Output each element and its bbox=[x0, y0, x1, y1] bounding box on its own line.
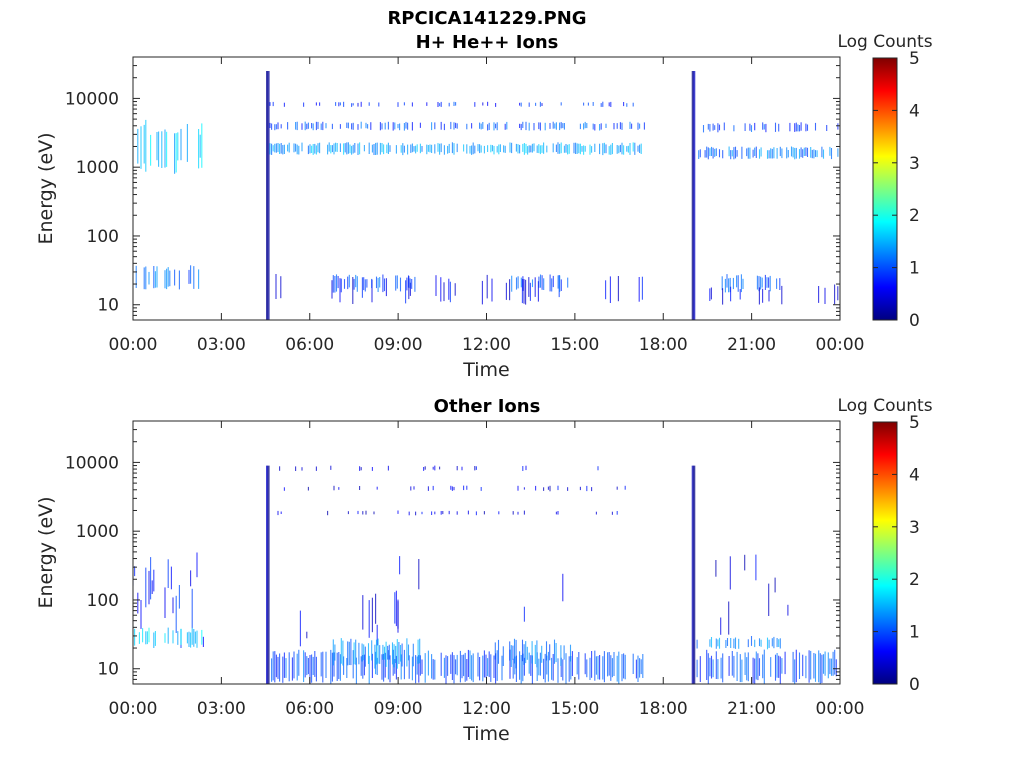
spectrogram-band bbox=[135, 265, 200, 290]
y-tick-label: 10 bbox=[97, 296, 119, 316]
spectrogram-band bbox=[511, 274, 569, 292]
spectrogram-band bbox=[696, 636, 781, 650]
y-tick-label: 10000 bbox=[65, 453, 119, 473]
spectrogram-band bbox=[691, 71, 696, 320]
y-tick-label: 100 bbox=[87, 227, 119, 247]
panel-1-title: H+ He++ Ions bbox=[416, 32, 559, 53]
panel-other-ions: 00:00 03:00 06:00 09:00 12:00 15:00 18:00 21:00… bbox=[35, 420, 865, 745]
x-tick-label: 00:00 bbox=[816, 699, 865, 719]
colorbar-tick-label: 3 bbox=[909, 518, 920, 538]
colorbar-tick-label: 5 bbox=[909, 49, 920, 69]
x-tick-label: 18:00 bbox=[639, 335, 688, 355]
colorbar-tick-label: 3 bbox=[909, 154, 920, 174]
colorbar-top: Log Counts 0 1 2 3 4 5 bbox=[837, 32, 932, 331]
x-tick-label: 18:00 bbox=[639, 699, 688, 719]
colorbar-gradient bbox=[872, 57, 898, 321]
y-axis-label: Energy (eV) bbox=[35, 496, 57, 608]
spectrogram-data bbox=[135, 71, 839, 320]
spectrogram-band bbox=[332, 274, 416, 293]
colorbar-tick-label: 0 bbox=[909, 675, 920, 695]
x-tick-label: 15:00 bbox=[550, 335, 599, 355]
spectrogram-data bbox=[133, 465, 837, 684]
x-tick-label: 00:00 bbox=[816, 335, 865, 355]
colorbar-tick-label: 4 bbox=[909, 101, 920, 121]
spectrogram-band bbox=[137, 119, 203, 174]
y-tick-label: 10 bbox=[97, 660, 119, 680]
x-axis-label: Time bbox=[462, 359, 510, 381]
y-tick-label: 1000 bbox=[76, 522, 119, 542]
spectrogram-band bbox=[362, 590, 399, 638]
spectrogram-band bbox=[266, 465, 270, 684]
spectrogram-band bbox=[269, 142, 642, 156]
x-tick-label: 21:00 bbox=[727, 335, 776, 355]
spectrogram-band bbox=[715, 554, 789, 635]
x-tick-label: 12:00 bbox=[462, 335, 511, 355]
x-tick-label: 06:00 bbox=[285, 699, 334, 719]
colorbar-tick-label: 2 bbox=[909, 206, 920, 226]
x-tick-label: 03:00 bbox=[197, 699, 246, 719]
spectrogram-band bbox=[269, 101, 634, 107]
y-tick-label: 1000 bbox=[76, 158, 119, 178]
spectrogram-band bbox=[277, 510, 618, 516]
x-axis-label: Time bbox=[462, 723, 510, 745]
spectrogram-band bbox=[271, 649, 644, 684]
spectrogram-band bbox=[691, 465, 696, 684]
colorbar-tick-label: 5 bbox=[909, 413, 920, 433]
spectrogram-band bbox=[299, 556, 564, 647]
spectrogram-band bbox=[275, 274, 643, 305]
x-tick-label: 09:00 bbox=[374, 699, 423, 719]
x-tick-label: 06:00 bbox=[285, 335, 334, 355]
panel-h-he-ions: 00:00 03:00 06:00 09:00 12:00 15:00 18:00 21:00… bbox=[35, 56, 865, 381]
spectrogram-band bbox=[696, 649, 837, 684]
spectrogram-band bbox=[698, 146, 839, 160]
colorbar-bottom-label: Log Counts bbox=[837, 396, 932, 416]
colorbar-tick-label: 2 bbox=[909, 570, 920, 590]
x-tick-label: 00:00 bbox=[109, 335, 158, 355]
colorbar-gradient bbox=[872, 421, 898, 685]
x-tick-label: 15:00 bbox=[550, 699, 599, 719]
figure-title: RPCICA141229.PNG bbox=[387, 8, 586, 29]
y-axis-label: Energy (eV) bbox=[35, 132, 57, 244]
spectrogram-band bbox=[279, 465, 599, 471]
x-tick-label: 00:00 bbox=[109, 699, 158, 719]
spectrogram-band bbox=[494, 638, 572, 669]
spectrogram-band bbox=[133, 552, 204, 648]
colorbar-tick-label: 1 bbox=[909, 623, 920, 643]
y-tick-label: 10000 bbox=[65, 89, 119, 109]
x-tick-label: 09:00 bbox=[374, 335, 423, 355]
colorbar-top-label: Log Counts bbox=[837, 32, 932, 52]
colorbar-tick-label: 1 bbox=[909, 259, 920, 279]
x-tick-label: 21:00 bbox=[727, 699, 776, 719]
spectrogram-band bbox=[332, 638, 421, 669]
x-tick-label: 03:00 bbox=[197, 335, 246, 355]
panel-2-title: Other Ions bbox=[434, 396, 541, 417]
colorbar-tick-label: 4 bbox=[909, 465, 920, 485]
colorbar-bottom: Log Counts 0 1 2 3 4 5 bbox=[837, 396, 932, 695]
spectrogram-band bbox=[269, 121, 645, 131]
y-tick-label: 100 bbox=[87, 591, 119, 611]
spectrogram-band bbox=[283, 485, 626, 492]
x-tick-label: 12:00 bbox=[462, 699, 511, 719]
spectrogram-band bbox=[134, 627, 203, 648]
colorbar-tick-label: 0 bbox=[909, 311, 920, 331]
spectrogram-band bbox=[709, 284, 839, 305]
spectrogram-band bbox=[266, 71, 270, 320]
spectrogram-band bbox=[702, 122, 839, 133]
